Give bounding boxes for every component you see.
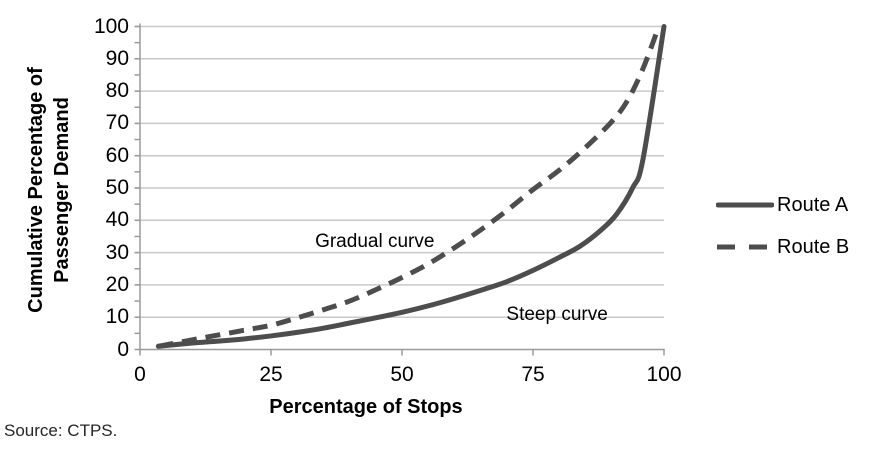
gradual-curve-annotation: Gradual curve (315, 230, 435, 252)
legend-item-route-a: Route A (716, 191, 849, 219)
y-tick-label: 20 (105, 272, 129, 296)
x-tick-label: 0 (134, 363, 146, 386)
y-tick-label: 40 (105, 208, 129, 232)
y-tick-label: 100 (93, 14, 129, 38)
steep-curve-annotation: Steep curve (506, 303, 608, 325)
y-tick-label: 30 (105, 240, 129, 264)
route-b-dashed-line-swatch (717, 244, 773, 250)
x-axis-title: Percentage of Stops (269, 396, 463, 418)
x-tick-label: 50 (390, 363, 414, 386)
route-b-curve (157, 25, 662, 349)
source-note: Source: CTPS. (4, 421, 118, 440)
y-tick-label: 70 (105, 111, 129, 135)
legend-label-route-a: Route A (777, 193, 849, 216)
x-tick-label: 75 (521, 363, 545, 386)
route-a-solid-line-swatch (716, 202, 774, 208)
y-tick-label: 10 (105, 305, 129, 329)
legend-item-route-b: Route B (716, 233, 849, 261)
x-tick-label: 25 (259, 363, 283, 386)
y-tick-label: 60 (105, 143, 129, 167)
y-tick-label: 0 (117, 337, 129, 361)
y-tick-label: 50 (105, 176, 129, 199)
x-tick-label: 100 (646, 363, 682, 386)
route-a-curve (155, 24, 667, 349)
legend: Route A Route B (716, 191, 849, 275)
y-tick-label: 90 (105, 46, 129, 70)
y-tick-label: 80 (105, 79, 129, 103)
legend-label-route-b: Route B (777, 235, 850, 258)
